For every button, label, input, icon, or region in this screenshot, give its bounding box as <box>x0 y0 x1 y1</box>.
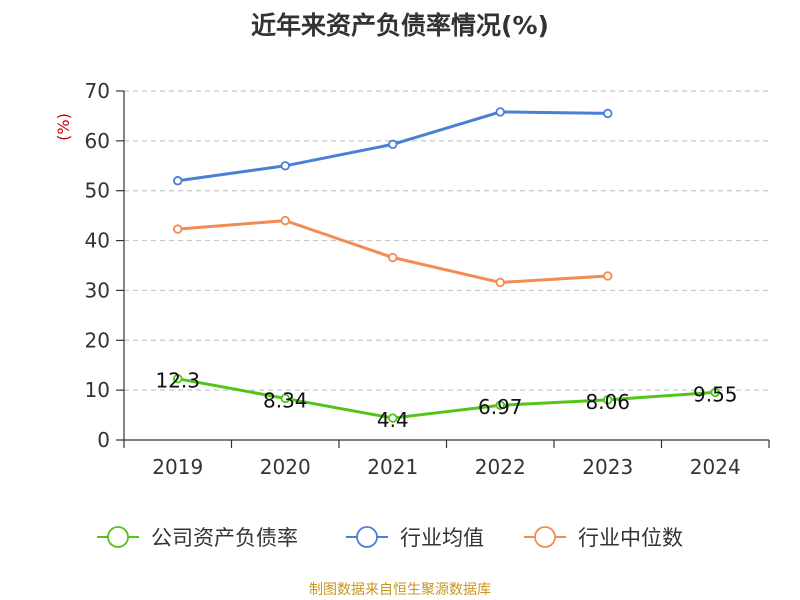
data-point <box>388 413 398 423</box>
data-labels: 12.3 8.34 4.4 6.97 8.06 9.55 <box>155 369 737 432</box>
legend: 公司资产负债率 行业均值 行业中位数 <box>97 526 683 550</box>
legend-swatch-marker <box>107 526 129 548</box>
y-axis-label: (%) <box>54 113 73 141</box>
x-tick-label: 2020 <box>260 455 311 479</box>
data-point <box>280 215 290 226</box>
data-point <box>495 107 505 117</box>
series-line-2 <box>177 219 608 284</box>
data-point <box>280 393 290 404</box>
y-tick-label: 10 <box>85 378 110 402</box>
data-point <box>388 139 398 150</box>
data-point <box>280 161 290 171</box>
y-tick-label: 30 <box>85 278 110 302</box>
x-tick-label: 2019 <box>152 455 203 479</box>
data-label: 12.3 <box>155 369 200 393</box>
x-tick-label: 2023 <box>582 455 633 479</box>
data-label: 9.55 <box>693 382 738 406</box>
y-tick-label: 20 <box>85 328 110 352</box>
data-label: 8.06 <box>585 390 630 414</box>
data-point <box>495 400 505 410</box>
y-tick-label: 50 <box>85 179 110 203</box>
data-point <box>388 252 398 263</box>
series-line-0 <box>177 377 716 420</box>
x-tick-label: 2021 <box>367 455 418 479</box>
y-tick-label: 70 <box>85 79 110 103</box>
x-tick-label: 2024 <box>690 455 741 479</box>
legend-label: 行业中位数 <box>578 526 683 550</box>
data-point <box>710 387 720 398</box>
data-label: 8.34 <box>263 388 308 412</box>
y-tick-label: 0 <box>97 428 110 452</box>
y-tick-label: 60 <box>85 129 110 153</box>
data-point <box>495 277 505 288</box>
y-tick-label: 40 <box>85 229 110 253</box>
data-label: 6.97 <box>478 395 523 419</box>
legend-swatch-marker <box>356 526 378 548</box>
data-point <box>173 373 183 384</box>
legend-swatch-marker <box>534 526 556 548</box>
footer-source: 制图数据来自恒生聚源数据库 <box>309 582 491 598</box>
data-point <box>173 176 183 186</box>
x-tick-label: 2022 <box>475 455 526 479</box>
data-point <box>603 395 613 405</box>
legend-label: 行业均值 <box>400 526 484 550</box>
data-label: 4.4 <box>377 408 409 432</box>
series-lines <box>173 107 720 423</box>
data-point <box>173 224 183 234</box>
gridlines <box>124 90 769 391</box>
axes: 0 10 20 30 40 50 60 70 (%) 2019 2020 2021 2022 2023 20… <box>54 79 770 479</box>
chart-title: 近年来资产负债率情况(%) <box>251 11 549 40</box>
legend-label: 公司资产负债率 <box>151 526 298 550</box>
data-point <box>603 271 613 281</box>
data-point <box>603 108 613 119</box>
